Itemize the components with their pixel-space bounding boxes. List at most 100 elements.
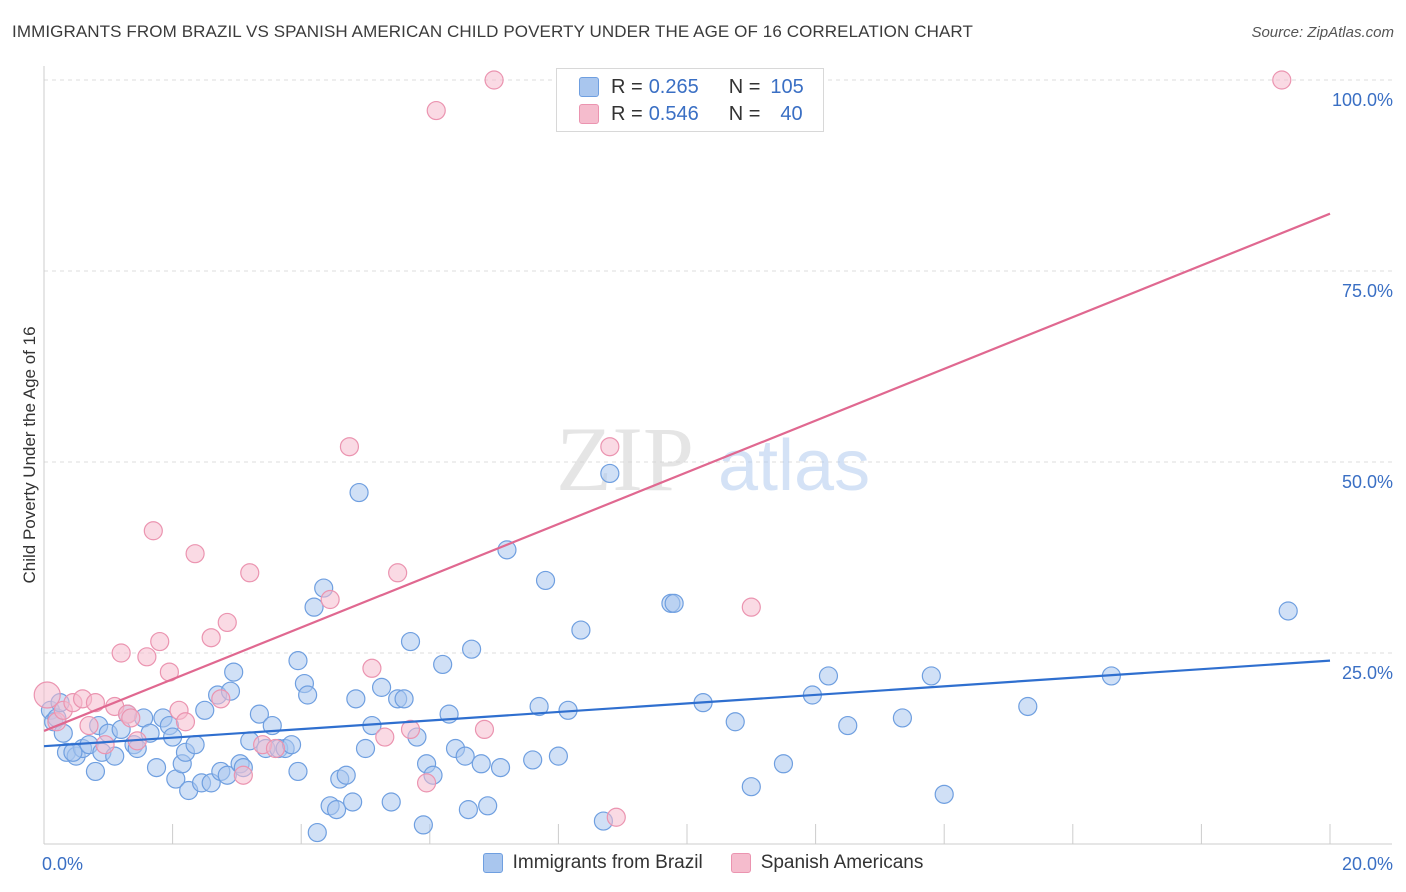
brazil-point: [892, 708, 913, 728]
spanish-point: [375, 727, 395, 747]
brazil-point: [85, 761, 106, 782]
brazil-point: [548, 746, 569, 766]
spanish-point: [600, 437, 620, 457]
legend-r-value: 0.265: [648, 75, 699, 98]
brazil-point: [195, 700, 215, 720]
trend-lines: [43, 212, 1331, 748]
spanish-point: [240, 563, 260, 583]
spanish-point: [111, 643, 131, 663]
brazil-point: [298, 685, 318, 705]
spanish-point: [741, 597, 761, 617]
spanish-point: [265, 738, 286, 759]
brazil-point: [921, 666, 941, 686]
spanish-point: [362, 658, 382, 678]
legend-n-label: N =: [728, 75, 761, 98]
brazil-point: [288, 651, 308, 671]
legend-n-value: 105: [770, 75, 804, 98]
correlation-legend: R = 0.265 N = 105 R = 0.546 N = 40: [556, 68, 824, 132]
spanish-point: [339, 437, 360, 457]
tick-labels: 25.0% 50.0% 75.0% 100.0% 0.0% 20.0%: [42, 90, 1393, 874]
legend-r-value: 0.546: [648, 102, 699, 125]
grid-lines: [44, 79, 1392, 654]
brazil-point: [381, 792, 401, 812]
x-tick-label: 0.0%: [42, 854, 83, 874]
brazil-point: [818, 666, 839, 686]
spanish-point: [400, 719, 421, 740]
spanish-point: [320, 589, 340, 610]
series-brazil-points: [40, 463, 1298, 843]
spanish-point: [121, 708, 141, 728]
legend-swatch-pink: [579, 104, 599, 124]
brazil-point: [413, 815, 433, 835]
brazil-point: [529, 696, 549, 717]
brazil-point: [249, 704, 270, 724]
spanish-point: [137, 647, 157, 667]
brazil-point: [490, 757, 511, 778]
spanish-point: [474, 719, 495, 740]
brazil-point: [63, 742, 83, 762]
brazil-point: [336, 765, 356, 785]
legend-item-brazil: Immigrants from Brazil: [482, 852, 703, 874]
brazil-point: [725, 712, 745, 732]
y-axis-label: Child Poverty Under the Age of 16: [20, 326, 39, 584]
y-tick-label: 25.0%: [1342, 663, 1393, 683]
spanish-point: [175, 712, 196, 732]
brazil-point: [934, 784, 954, 804]
y-tick-label: 75.0%: [1342, 281, 1393, 301]
brazil-point: [288, 761, 308, 782]
source-label: Source: ZipAtlas.com: [1251, 24, 1394, 41]
watermark-atlas: atlas: [718, 426, 870, 506]
brazil-point: [371, 677, 392, 697]
brazil-point: [343, 792, 363, 812]
brazil-point: [1278, 601, 1298, 621]
y-tick-label: 100.0%: [1332, 90, 1393, 110]
brazil-point: [455, 746, 475, 766]
brazil-point: [224, 662, 244, 682]
brazil-trend-line: [43, 659, 1331, 748]
spanish-point: [33, 681, 61, 709]
brazil-point: [281, 735, 302, 755]
spanish-point: [606, 807, 626, 827]
brazil-point: [346, 689, 366, 709]
chart-title: IMMIGRANTS FROM BRAZIL VS SPANISH AMERIC…: [12, 22, 973, 41]
watermark-zip: ZIP: [556, 408, 694, 510]
legend-swatch-blue: [579, 77, 599, 97]
legend-swatch-blue: [482, 853, 503, 873]
spanish-point: [79, 715, 99, 736]
spanish-point: [1272, 70, 1292, 90]
brazil-point: [394, 689, 414, 709]
brazil-point: [523, 750, 543, 770]
brazil-point: [571, 620, 591, 640]
brazil-point: [304, 597, 324, 617]
spanish-point: [211, 689, 231, 709]
watermark: ZIP atlas: [556, 408, 870, 510]
brazil-point: [326, 800, 347, 820]
brazil-point: [664, 593, 684, 613]
brazil-point: [471, 754, 491, 774]
spanish-point: [416, 773, 437, 793]
series-legend: Immigrants from Brazil Spanish Americans: [0, 852, 1406, 874]
brazil-point: [461, 639, 482, 659]
brazil-point: [741, 777, 761, 797]
legend-n-label: N =: [728, 102, 761, 125]
brazil-point: [185, 735, 205, 755]
spanish-point: [143, 521, 163, 541]
brazil-point: [478, 796, 498, 816]
brazil-point: [458, 800, 478, 820]
brazil-point: [400, 631, 421, 652]
legend-label-spanish: Spanish Americans: [760, 852, 924, 873]
spanish-point: [85, 693, 106, 713]
brazil-point: [600, 463, 620, 484]
brazil-point: [838, 715, 858, 736]
legend-label-brazil: Immigrants from Brazil: [512, 852, 703, 873]
brazil-point: [349, 482, 369, 503]
spanish-point: [388, 563, 408, 583]
brazil-point: [355, 738, 376, 759]
brazil-point: [146, 757, 167, 778]
legend-row-brazil: R = 0.265 N = 105: [579, 76, 804, 98]
series-spanish-points: [33, 70, 1292, 827]
spanish-point: [150, 631, 170, 652]
x-tick-label: 20.0%: [1342, 854, 1393, 874]
spanish-trend-line: [43, 212, 1331, 732]
spanish-point: [217, 612, 237, 633]
